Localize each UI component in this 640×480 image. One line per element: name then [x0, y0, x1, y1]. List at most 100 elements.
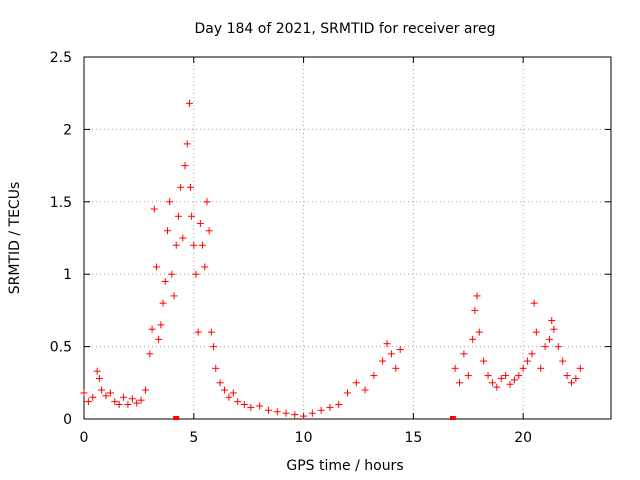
y-tick-label: 1.5	[50, 195, 72, 211]
data-point	[240, 401, 248, 409]
y-tick-label: 0.5	[50, 340, 72, 356]
data-point	[102, 392, 110, 400]
data-point	[396, 345, 404, 353]
grid	[84, 57, 611, 419]
data-point	[181, 162, 189, 170]
data-point	[300, 412, 308, 420]
data-point	[530, 299, 538, 307]
y-axis-label: SRMTID / TECUs	[7, 182, 23, 295]
data-point	[361, 386, 369, 394]
x-tick-label: 5	[189, 430, 198, 446]
data-point	[510, 376, 518, 384]
data-point	[554, 343, 562, 351]
data-point	[229, 389, 237, 397]
data-point	[493, 383, 501, 391]
flagged-point	[173, 416, 180, 420]
data-point	[247, 403, 255, 411]
data-point	[216, 379, 224, 387]
data-point	[335, 401, 343, 409]
data-point	[515, 372, 523, 380]
data-point	[93, 367, 101, 375]
data-point	[203, 198, 211, 206]
y-tick-label: 2	[63, 122, 72, 138]
data-point	[190, 241, 198, 249]
data-point	[155, 335, 163, 343]
data-point	[460, 350, 468, 358]
data-point	[273, 408, 281, 416]
data-point	[166, 198, 174, 206]
data-point	[484, 372, 492, 380]
data-point	[488, 379, 496, 387]
x-tick-label: 0	[80, 430, 89, 446]
data-point	[344, 389, 351, 397]
x-tick-label: 15	[404, 430, 422, 446]
data-point	[497, 374, 505, 382]
data-point	[133, 399, 141, 407]
data-point	[148, 325, 156, 333]
x-axis-label: GPS time / hours	[286, 458, 403, 474]
data-points	[80, 99, 584, 420]
data-point	[174, 212, 182, 220]
data-point	[567, 379, 575, 387]
data-point	[475, 328, 483, 336]
data-point	[141, 386, 149, 394]
data-point	[150, 205, 158, 213]
data-point	[157, 321, 165, 329]
data-point	[326, 403, 334, 411]
data-point	[221, 386, 229, 394]
data-point	[201, 263, 209, 271]
y-tick-label: 0	[63, 412, 72, 428]
data-point	[163, 227, 171, 235]
x-tick-label: 20	[514, 430, 532, 446]
data-point	[115, 401, 123, 409]
plot-frame	[83, 56, 612, 420]
data-point	[352, 379, 360, 387]
data-point	[471, 306, 479, 314]
data-point	[383, 340, 391, 348]
data-point	[192, 270, 200, 278]
data-point	[170, 292, 178, 300]
data-point	[480, 357, 488, 365]
data-point	[179, 234, 187, 242]
y-tick-label: 2.5	[50, 50, 72, 66]
data-point	[528, 350, 536, 358]
data-point	[455, 379, 463, 387]
data-point	[210, 343, 218, 351]
data-point	[473, 292, 481, 300]
data-point	[464, 372, 472, 380]
data-point	[548, 317, 556, 325]
data-point	[172, 241, 180, 249]
axis-ticks: 0 5 10 15 20 0 0.5 1 1.5 2 2.5	[50, 50, 611, 446]
data-point	[152, 263, 160, 271]
data-point	[207, 328, 215, 336]
data-point	[95, 374, 103, 382]
data-point	[282, 409, 290, 417]
data-point	[111, 398, 119, 406]
data-point	[506, 380, 514, 388]
data-point	[451, 364, 459, 372]
data-point	[308, 409, 316, 417]
data-point	[128, 395, 136, 403]
data-point	[550, 325, 558, 333]
data-point	[541, 343, 549, 351]
data-point	[120, 393, 128, 401]
data-point	[124, 401, 132, 409]
data-point	[196, 220, 204, 228]
data-point	[205, 227, 213, 235]
data-point	[537, 364, 545, 372]
data-point	[291, 411, 299, 419]
data-point	[168, 270, 176, 278]
data-point	[106, 389, 114, 397]
data-point	[161, 277, 169, 285]
data-point	[379, 357, 387, 365]
data-point	[392, 364, 400, 372]
data-point	[212, 364, 220, 372]
data-point	[469, 335, 477, 343]
data-point	[98, 386, 106, 394]
data-point	[264, 406, 272, 414]
data-point	[194, 328, 202, 336]
data-point	[559, 357, 567, 365]
data-point	[183, 140, 191, 148]
